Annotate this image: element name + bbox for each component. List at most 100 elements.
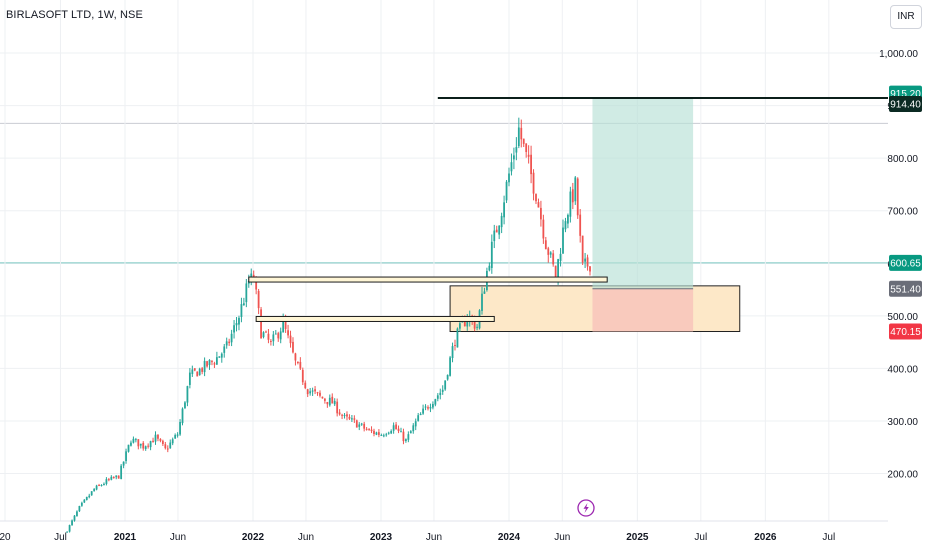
candle-body [380, 434, 383, 436]
candle-body [76, 511, 78, 517]
candle-body [451, 346, 454, 359]
candle-body [363, 423, 366, 429]
x-tick-label: 2025 [626, 532, 649, 543]
candle-body [191, 369, 194, 374]
resistance-line-1 [248, 276, 608, 283]
candle-body [341, 414, 343, 416]
candle-body [282, 319, 285, 333]
price-label-bg [889, 323, 922, 340]
candle-body [409, 431, 412, 434]
candle-body [402, 431, 405, 442]
candle-body [515, 147, 518, 153]
candle-body [235, 323, 238, 326]
candle-body [400, 431, 402, 433]
candle-body [336, 401, 339, 414]
candle-body [66, 531, 69, 533]
candle-body [90, 491, 93, 496]
candle-body [154, 434, 157, 442]
y-tick-label: 800.00 [887, 154, 918, 165]
candle-body [193, 368, 196, 371]
candle-body [110, 476, 113, 480]
candle-body [208, 359, 211, 366]
candle-body [137, 439, 140, 447]
candle-body [117, 475, 120, 479]
candle-body [255, 278, 258, 290]
target-zone [592, 97, 694, 289]
candle-body [311, 390, 314, 392]
candle-body [68, 525, 71, 532]
chart-title: BIRLASOFT LTD, 1W, NSE [6, 9, 143, 21]
candle-body [348, 416, 351, 419]
candle-body [203, 360, 206, 373]
candle-body [446, 374, 449, 380]
candle-body [287, 330, 289, 336]
candle-body [105, 479, 108, 484]
candle-body [422, 408, 424, 414]
candle-body [579, 214, 582, 236]
candle-body [571, 189, 574, 203]
candle-body [267, 333, 270, 340]
candle-body [429, 407, 432, 409]
candle-body [449, 357, 451, 376]
candle-body [569, 191, 572, 217]
candle-body [326, 401, 329, 405]
x-tick-label: Jun [554, 532, 570, 543]
candle-body [223, 346, 226, 353]
price-label-dark: 914.40 [890, 99, 921, 110]
candle-body [294, 353, 297, 361]
candle-body [269, 340, 272, 342]
currency-button[interactable]: INR [890, 5, 922, 29]
candle-body [424, 406, 427, 408]
x-tick-label: Jun [170, 532, 186, 543]
candle-body [257, 290, 260, 309]
candle-body [85, 496, 88, 500]
event-marker[interactable] [577, 499, 595, 517]
y-tick-label: 200.00 [887, 470, 918, 481]
candle-body [83, 499, 86, 503]
candle-body [328, 397, 331, 406]
candle-body [434, 399, 437, 405]
candle-body [544, 240, 547, 250]
candle-body [306, 389, 309, 395]
candle-body [323, 398, 326, 401]
candle-body [284, 319, 287, 329]
candle-body [385, 434, 388, 436]
candle-body [169, 442, 172, 449]
candle-body [350, 418, 353, 420]
candle-body [277, 333, 280, 339]
candle-body [144, 446, 147, 450]
candle-body [238, 317, 240, 325]
candle-body [387, 432, 390, 434]
candle-body [319, 392, 321, 396]
candle-body [559, 253, 562, 261]
candle-body [459, 323, 461, 329]
candle-body [338, 412, 341, 415]
time-axis[interactable]: 20 Jul 2021 Jun 2022 Jun 2023 Jun 2024 Jun 2025 Jul… [0, 532, 835, 543]
candle-body [181, 408, 184, 424]
candle-body [296, 361, 299, 364]
price-label-bg [889, 95, 922, 112]
candle-body [272, 334, 275, 342]
candle-body [557, 259, 559, 278]
candle-body [508, 173, 510, 183]
price-label-gray: 551.40 [890, 284, 921, 295]
candle-body [240, 304, 243, 318]
candle-body [473, 319, 476, 329]
candle-body [436, 395, 439, 399]
stop-zone [592, 288, 694, 332]
candle-body [360, 423, 363, 425]
candle-body [395, 424, 397, 430]
candle-body [503, 202, 505, 218]
annotation-layer-back [449, 97, 741, 333]
candle-body [174, 435, 177, 439]
candle-body [242, 303, 245, 306]
candle-body [417, 415, 420, 421]
candle-body [466, 318, 469, 327]
candle-body [164, 444, 167, 449]
x-tick-label: 2024 [498, 532, 521, 543]
candle-body [333, 400, 336, 405]
candle-body [245, 283, 248, 303]
candle-body [100, 485, 103, 487]
y-tick-label: 1,000.00 [879, 49, 918, 60]
